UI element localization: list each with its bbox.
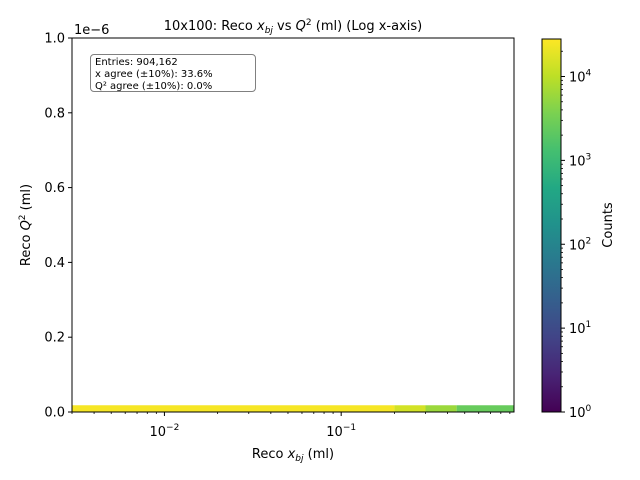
y-tick-label: 0.6 <box>44 181 65 196</box>
y-tick-label: 1.0 <box>44 32 65 47</box>
y-axis: 0.0 0.2 0.4 0.6 0.8 1.0 <box>44 32 72 421</box>
y-tick-label: 0.2 <box>44 331 65 346</box>
y-axis-label: Reco Q2 (ml) <box>18 184 34 266</box>
stats-x-agree: x agree (±10%): 33.6% <box>95 69 213 80</box>
heatmap-cells <box>72 405 514 412</box>
y-offset-label: 1e−6 <box>74 23 109 38</box>
y-tick-label: 0.0 <box>44 406 65 421</box>
stats-entries: Entries: 904,162 <box>95 57 178 68</box>
x-axis: 10−2 10−1 <box>71 412 511 440</box>
heatmap-cell <box>72 405 395 412</box>
colorbar-tick-label: 101 <box>569 320 591 337</box>
colorbar-tick-label: 103 <box>569 152 591 169</box>
chart-title: 10x100: Reco xbj vs Q2 (ml) (Log x-axis) <box>164 18 422 36</box>
x-tick-label: 10−1 <box>326 423 356 440</box>
colorbar-tick-label: 100 <box>569 404 592 421</box>
colorbar-tick-label: 102 <box>569 236 591 253</box>
heatmap-cell <box>425 405 457 412</box>
x-axis-label: Reco xbj (ml) <box>252 447 334 464</box>
heatmap-cell <box>394 405 426 412</box>
stats-box: Entries: 904,162 x agree (±10%): 33.6% Q… <box>90 54 256 92</box>
colorbar-ticks: 100 101 102 103 104 <box>561 50 592 421</box>
x-tick-label: 10−2 <box>150 423 180 440</box>
stats-q2-agree: Q² agree (±10%): 0.0% <box>95 81 213 92</box>
colorbar-tick-label: 104 <box>569 69 592 86</box>
colorbar-label: Counts <box>601 202 616 248</box>
heatmap-cell <box>456 405 514 412</box>
plot-frame <box>71 37 515 413</box>
colorbar <box>541 38 562 413</box>
y-tick-label: 0.8 <box>44 106 65 121</box>
y-tick-label: 0.4 <box>44 256 65 271</box>
